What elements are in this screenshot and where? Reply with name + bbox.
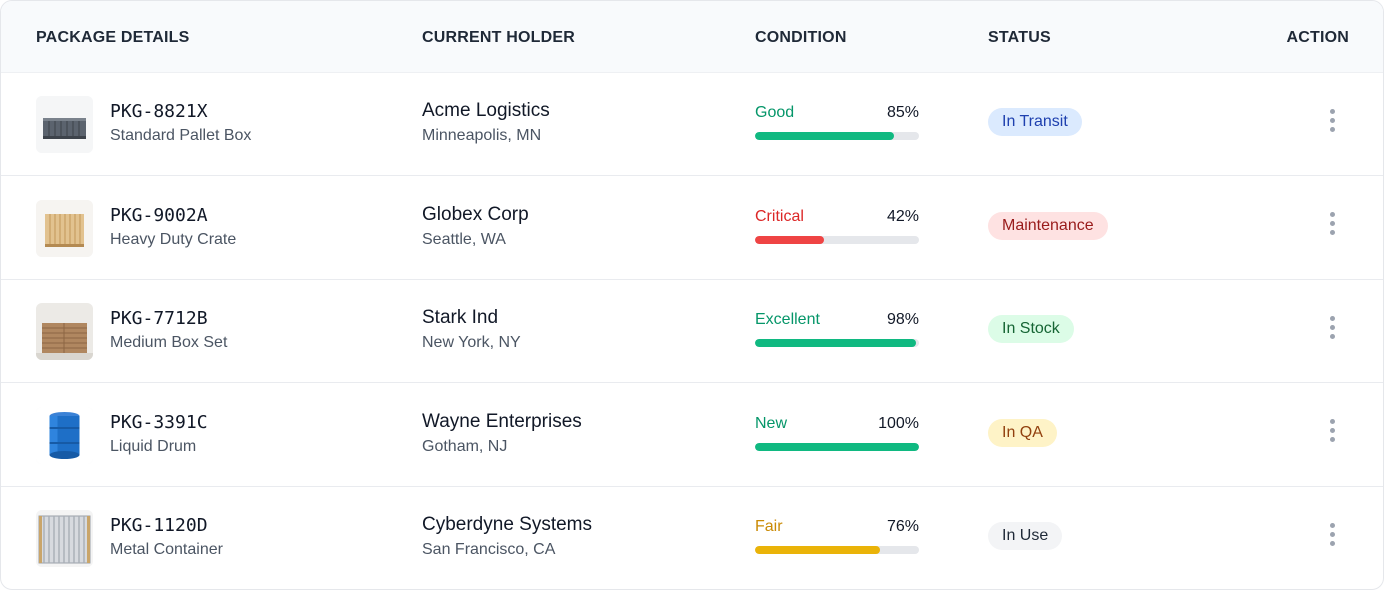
condition-percent: 76%: [886, 518, 919, 536]
status-badge: In Use: [988, 522, 1063, 551]
cardboard-boxes-icon: [36, 303, 93, 361]
holder-location: San Francisco, CA: [422, 541, 556, 559]
condition-percent: 98%: [886, 311, 919, 329]
table-row[interactable]: PKG-9002A Heavy Duty Crate Globex Corp S…: [1, 177, 1383, 280]
condition-bar-fill: [755, 339, 916, 348]
more-actions-icon[interactable]: [1321, 314, 1343, 340]
condition-label: Fair: [755, 518, 783, 536]
condition-label: Critical: [755, 207, 804, 225]
holder-location: Minneapolis, MN: [422, 127, 542, 144]
package-id: PKG-3391C: [110, 411, 208, 433]
more-actions-icon[interactable]: [1321, 211, 1343, 237]
package-type: Metal Container: [110, 541, 223, 559]
condition-label: Good: [755, 104, 795, 121]
more-actions-icon[interactable]: [1321, 521, 1343, 547]
column-header-status[interactable]: STATUS: [988, 29, 1051, 46]
pallet-box-icon: [36, 96, 93, 153]
condition-bar-fill: [755, 546, 880, 555]
package-type: Medium Box Set: [110, 334, 228, 352]
status-badge: Maintenance: [988, 211, 1108, 240]
package-id: PKG-9002A: [110, 204, 208, 226]
package-type: Standard Pallet Box: [110, 127, 252, 144]
condition-label: New: [755, 414, 788, 432]
wooden-crate-icon: [36, 199, 93, 257]
condition-bar: [755, 442, 919, 451]
status-badge: In QA: [988, 418, 1057, 447]
package-id: PKG-7712B: [110, 308, 208, 330]
package-id: PKG-1120D: [110, 515, 208, 537]
holder-name: Wayne Enterprises: [422, 410, 582, 432]
condition-bar: [755, 132, 919, 140]
table-row[interactable]: PKG-1120D Metal Container Cyberdyne Syst…: [1, 487, 1383, 589]
condition-bar: [755, 235, 919, 244]
column-header-package[interactable]: PACKAGE DETAILS: [36, 29, 190, 46]
condition-bar: [755, 546, 919, 555]
package-type: Liquid Drum: [110, 437, 197, 455]
holder-location: Gotham, NJ: [422, 437, 508, 455]
status-badge: In Transit: [988, 108, 1082, 136]
column-header-holder[interactable]: CURRENT HOLDER: [422, 29, 576, 46]
condition-percent: 100%: [878, 414, 919, 432]
table-row[interactable]: PKG-8821X Standard Pallet Box Acme Logis…: [1, 73, 1383, 176]
package-id: PKG-8821X: [110, 101, 208, 122]
blue-drum-icon: [36, 406, 93, 464]
column-header-action: ACTION: [1286, 29, 1349, 46]
more-actions-icon[interactable]: [1321, 107, 1343, 133]
column-header-condition[interactable]: CONDITION: [755, 29, 847, 46]
table-row[interactable]: PKG-7712B Medium Box Set Stark Ind New Y…: [1, 280, 1383, 384]
package-type: Heavy Duty Crate: [110, 230, 237, 248]
condition-percent: 85%: [886, 104, 919, 121]
condition-bar: [755, 339, 919, 348]
holder-location: New York, NY: [422, 334, 521, 352]
more-actions-icon[interactable]: [1321, 418, 1343, 444]
condition-bar-fill: [755, 235, 824, 244]
holder-name: Stark Ind: [422, 307, 499, 329]
holder-location: Seattle, WA: [422, 230, 506, 248]
holder-name: Acme Logistics: [422, 100, 550, 121]
condition-bar-fill: [755, 442, 919, 451]
holder-name: Globex Corp: [422, 203, 529, 225]
metal-container-icon: [36, 510, 93, 568]
status-badge: In Stock: [988, 315, 1074, 344]
condition-label: Excellent: [755, 311, 820, 329]
condition-bar-fill: [755, 132, 895, 140]
table-row[interactable]: PKG-3391C Liquid Drum Wayne Enterprises …: [1, 384, 1383, 487]
holder-name: Cyberdyne Systems: [422, 514, 593, 536]
table-header: PACKAGE DETAILS CURRENT HOLDER CONDITION…: [1, 1, 1383, 73]
condition-percent: 42%: [886, 207, 919, 225]
